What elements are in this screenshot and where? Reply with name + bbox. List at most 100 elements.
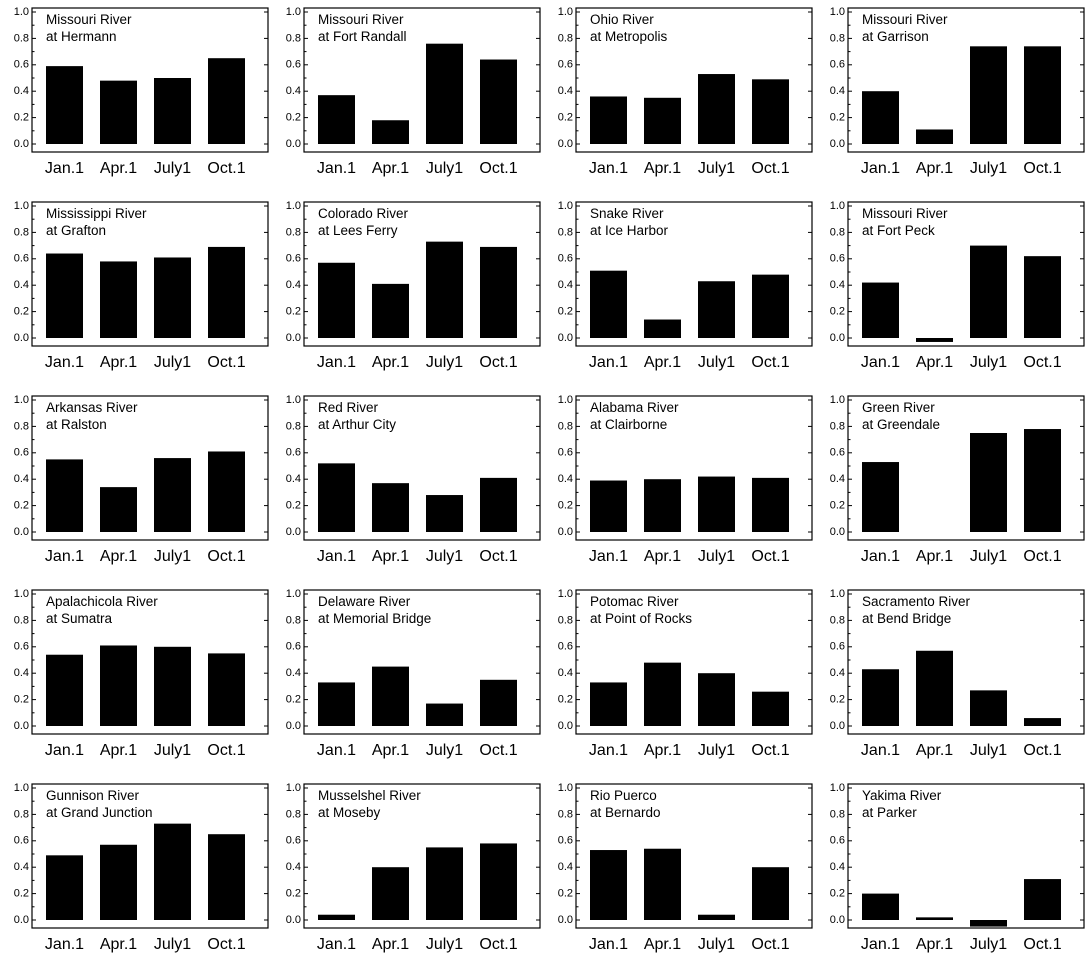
y-tick-label: 0.4 (558, 85, 573, 97)
panel-frame (847, 589, 1085, 735)
panel-title-line: at Moseby (318, 805, 381, 820)
panel-title-line: at Lees Ferry (318, 223, 398, 238)
chart-panel-15: 0.0 0.2 0.4 0.6 0.8 1.0 Jan.1 Apr.1 July1 Oct.1 Po… (558, 588, 813, 759)
x-tick-label: Apr.1 (100, 160, 137, 177)
bar-oct1 (1024, 879, 1061, 920)
chart-panel-8: 0.0 0.2 0.4 0.6 0.8 1.0 Jan.1 Apr.1 July1 Oct.1 Mi… (830, 200, 1085, 371)
bar-jan1 (590, 850, 627, 920)
panel-frame (31, 783, 269, 929)
chart-panel-2: 0.0 0.2 0.4 0.6 0.8 1.0 Jan.1 Apr.1 July1 Oct.1 Mi… (286, 6, 541, 177)
y-tick-label: 1.0 (558, 394, 573, 406)
bar-july1 (426, 847, 463, 920)
y-tick-label: 0.0 (14, 332, 29, 344)
x-tick-label: Jan.1 (861, 160, 900, 177)
y-tick-label: 0.2 (558, 694, 573, 706)
x-tick-label: Apr.1 (644, 160, 681, 177)
bar-oct1 (1024, 718, 1061, 726)
y-tick-label: 1.0 (830, 782, 845, 794)
y-tick-label: 0.2 (14, 306, 29, 318)
y-tick-label: 0.4 (14, 279, 29, 291)
panel-title-line: at Sumatra (46, 611, 113, 626)
bar-oct1 (208, 653, 245, 726)
panel-title-line: Colorado River (318, 206, 409, 221)
y-tick-label: 0.8 (558, 226, 573, 238)
y-tick-label: 0.4 (286, 861, 301, 873)
y-tick-label: 1.0 (558, 588, 573, 600)
y-tick-label: 0.2 (830, 306, 845, 318)
panel-title-line: Arkansas River (46, 400, 138, 415)
y-tick-label: 1.0 (14, 6, 29, 18)
panel-title-line: Mississippi River (46, 206, 147, 221)
x-tick-label: July1 (426, 548, 463, 565)
bar-july1 (698, 914, 735, 920)
bar-july1 (970, 46, 1007, 144)
bar-jan1 (862, 669, 899, 726)
bar-jan1 (590, 270, 627, 338)
panel-title-line: at Clairborne (590, 417, 667, 432)
bar-jan1 (862, 282, 899, 338)
panel-frame (575, 395, 813, 541)
y-tick-label: 0.4 (558, 861, 573, 873)
panel-title-line: at Bernardo (590, 805, 661, 820)
chart-panel-18: 0.0 0.2 0.4 0.6 0.8 1.0 Jan.1 Apr.1 July1 Oct.1 Mu… (286, 782, 541, 953)
bar-apr1 (916, 129, 953, 144)
x-tick-label: Apr.1 (916, 548, 953, 565)
x-tick-label: Apr.1 (100, 936, 137, 953)
x-tick-label: July1 (426, 354, 463, 371)
x-tick-label: Oct.1 (1023, 354, 1061, 371)
x-tick-label: Jan.1 (317, 548, 356, 565)
panel-title-line: Missouri River (318, 12, 404, 27)
y-tick-label: 0.2 (14, 694, 29, 706)
bar-apr1 (644, 848, 681, 920)
x-tick-label: July1 (970, 160, 1007, 177)
y-tick-label: 0.4 (558, 473, 573, 485)
y-tick-label: 0.0 (558, 720, 573, 732)
y-tick-label: 0.6 (14, 641, 29, 653)
bar-july1 (970, 920, 1007, 927)
x-tick-label: Jan.1 (589, 742, 628, 759)
bar-apr1 (372, 483, 409, 532)
bar-oct1 (480, 59, 517, 144)
y-tick-label: 0.0 (14, 526, 29, 538)
bar-july1 (698, 74, 735, 144)
y-tick-label: 0.2 (830, 888, 845, 900)
x-tick-label: Jan.1 (45, 548, 84, 565)
panel-frame (303, 589, 541, 735)
chart-panel-7: 0.0 0.2 0.4 0.6 0.8 1.0 Jan.1 Apr.1 July1 Oct.1 Sn… (558, 200, 813, 371)
chart-panel-13: 0.0 0.2 0.4 0.6 0.8 1.0 Jan.1 Apr.1 July1 Oct.1 Ap… (14, 588, 269, 759)
y-tick-label: 0.8 (830, 420, 845, 432)
x-tick-label: Oct.1 (751, 548, 789, 565)
bar-oct1 (1024, 256, 1061, 338)
bar-oct1 (1024, 46, 1061, 144)
bar-apr1 (100, 261, 137, 338)
panel-title-line: at Memorial Bridge (318, 611, 431, 626)
panel-title-line: Missouri River (862, 206, 948, 221)
x-tick-label: Oct.1 (751, 160, 789, 177)
chart-panel-11: 0.0 0.2 0.4 0.6 0.8 1.0 Jan.1 Apr.1 July1 Oct.1 Al… (558, 394, 813, 565)
panel-frame (31, 7, 269, 153)
chart-panel-6: 0.0 0.2 0.4 0.6 0.8 1.0 Jan.1 Apr.1 July1 Oct.1 Co… (286, 200, 541, 371)
x-tick-label: Oct.1 (1023, 160, 1061, 177)
panel-frame (303, 395, 541, 541)
y-tick-label: 1.0 (14, 200, 29, 212)
y-tick-label: 0.0 (286, 720, 301, 732)
y-tick-label: 0.6 (558, 59, 573, 71)
x-tick-label: July1 (154, 548, 191, 565)
chart-panel-9: 0.0 0.2 0.4 0.6 0.8 1.0 Jan.1 Apr.1 July1 Oct.1 Ar… (14, 394, 269, 565)
panel-title-line: at Bend Bridge (862, 611, 951, 626)
bar-jan1 (46, 855, 83, 920)
y-tick-label: 0.6 (830, 447, 845, 459)
x-tick-label: Apr.1 (372, 160, 409, 177)
y-tick-label: 0.6 (14, 59, 29, 71)
bar-apr1 (644, 479, 681, 532)
panel-frame (847, 201, 1085, 347)
chart-panel-20: 0.0 0.2 0.4 0.6 0.8 1.0 Jan.1 Apr.1 July1 Oct.1 Ya… (830, 782, 1085, 953)
bar-oct1 (1024, 429, 1061, 532)
y-tick-label: 0.2 (286, 694, 301, 706)
x-tick-label: Apr.1 (916, 160, 953, 177)
y-tick-label: 0.0 (830, 720, 845, 732)
bar-jan1 (318, 95, 355, 144)
bar-apr1 (100, 844, 137, 920)
bar-apr1 (916, 338, 953, 342)
